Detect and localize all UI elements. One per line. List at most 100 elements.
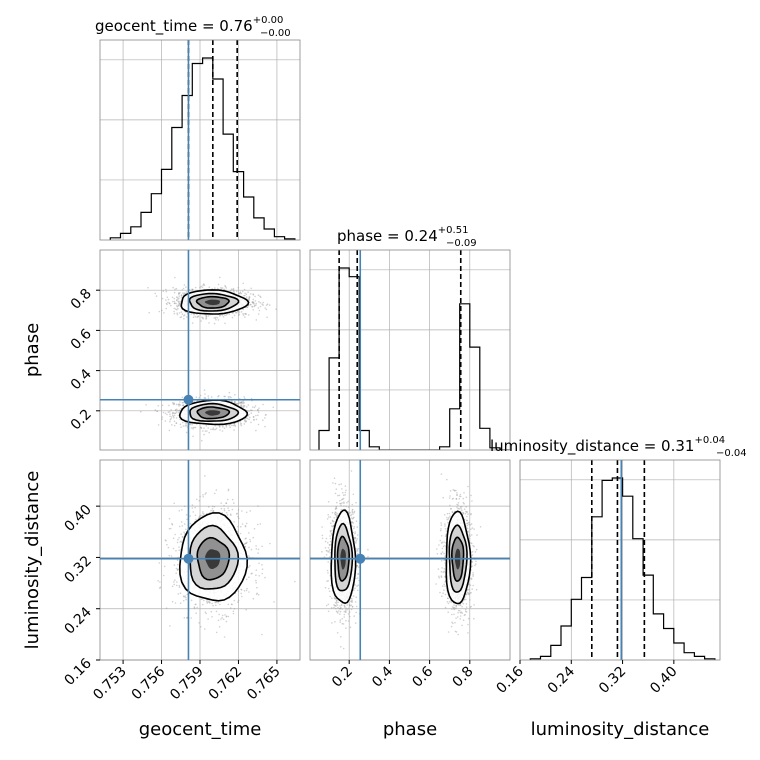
scatter-point [249,416,251,419]
scatter-point [245,313,247,315]
scatter-point [354,601,357,603]
scatter-point [205,612,207,615]
scatter-point [173,502,175,505]
scatter-point [224,314,226,317]
scatter-point [327,514,330,516]
scatter-point [248,413,250,416]
scatter-point [348,611,351,613]
scatter-point [339,613,341,615]
scatter-point [215,319,217,321]
scatter-point [248,297,250,299]
scatter-point [207,506,210,508]
scatter-point [205,318,207,320]
scatter-point [184,505,186,508]
scatter-point [234,425,237,427]
scatter-point [214,317,217,320]
scatter-point [356,526,359,528]
scatter-point [199,495,201,498]
scatter-point [221,512,223,514]
scatter-point [244,538,247,540]
scatter-point [214,601,216,604]
scatter-point [245,542,247,545]
scatter-point [255,582,257,584]
scatter-point [197,315,200,317]
scatter-point [231,603,233,606]
scatter-point [343,505,345,507]
scatter-point [180,533,182,535]
scatter-point [256,592,259,595]
scatter-point [172,286,174,289]
scatter-point [321,534,324,537]
scatter-point [199,426,202,429]
scatter-point [183,315,185,317]
scatter-point [191,288,193,291]
scatter-point [227,507,229,509]
scatter-point [236,530,239,533]
scatter-point [208,601,211,604]
scatter-point [253,304,256,307]
background-layer [100,40,720,661]
scatter-point [157,405,159,407]
scatter-point [240,424,243,427]
scatter-point [190,313,192,315]
scatter-point [257,594,260,596]
scatter-point [237,421,239,424]
scatter-point [172,537,175,539]
scatter-point [167,298,170,301]
scatter-point [351,518,354,520]
scatter-point [185,596,187,599]
scatter-point [195,518,197,521]
scatter-point [166,303,168,306]
scatter-point [225,616,228,618]
scatter-point [206,600,208,603]
scatter-point [168,404,170,407]
scatter-point [326,580,328,582]
scatter-point [238,292,240,295]
scatter-point [178,404,180,406]
scatter-point [195,603,197,606]
scatter-point [225,287,228,289]
scatter-point [223,508,226,510]
scatter-point [225,511,228,514]
scatter-point [218,426,221,428]
scatter-point [225,314,228,316]
scatter-point [200,626,202,628]
scatter-point [177,563,179,566]
scatter-point [195,396,198,399]
scatter-point [257,294,260,297]
scatter-point [166,543,168,546]
scatter-point [357,552,359,555]
scatter-point [345,611,347,613]
scatter-point [202,284,204,286]
scatter-point [240,588,242,591]
panel-bg [310,250,510,450]
scatter-point [259,296,262,299]
scatter-point [340,606,342,609]
scatter-point [340,504,342,507]
scatter-point [351,600,353,602]
scatter-point [353,589,355,592]
scatter-point [243,423,246,425]
scatter-point [353,516,355,519]
scatter-point [248,555,250,557]
scatter-point [192,426,194,429]
scatter-point [216,317,219,319]
scatter-point [265,413,267,416]
scatter-point [339,607,342,610]
scatter-point [232,612,235,615]
scatter-point [178,293,180,295]
scatter-point [178,584,181,587]
scatter-point [220,507,223,510]
scatter-point [212,604,214,607]
scatter-point [355,542,357,544]
scatter-point [221,287,224,289]
scatter-point [262,419,264,422]
scatter-point [224,614,226,616]
scatter-point [155,295,158,297]
scatter-point [241,510,243,512]
scatter-point [236,402,238,405]
scatter-point [178,297,180,300]
scatter-point [259,523,262,525]
scatter-point [327,587,330,590]
scatter-point [176,569,179,571]
